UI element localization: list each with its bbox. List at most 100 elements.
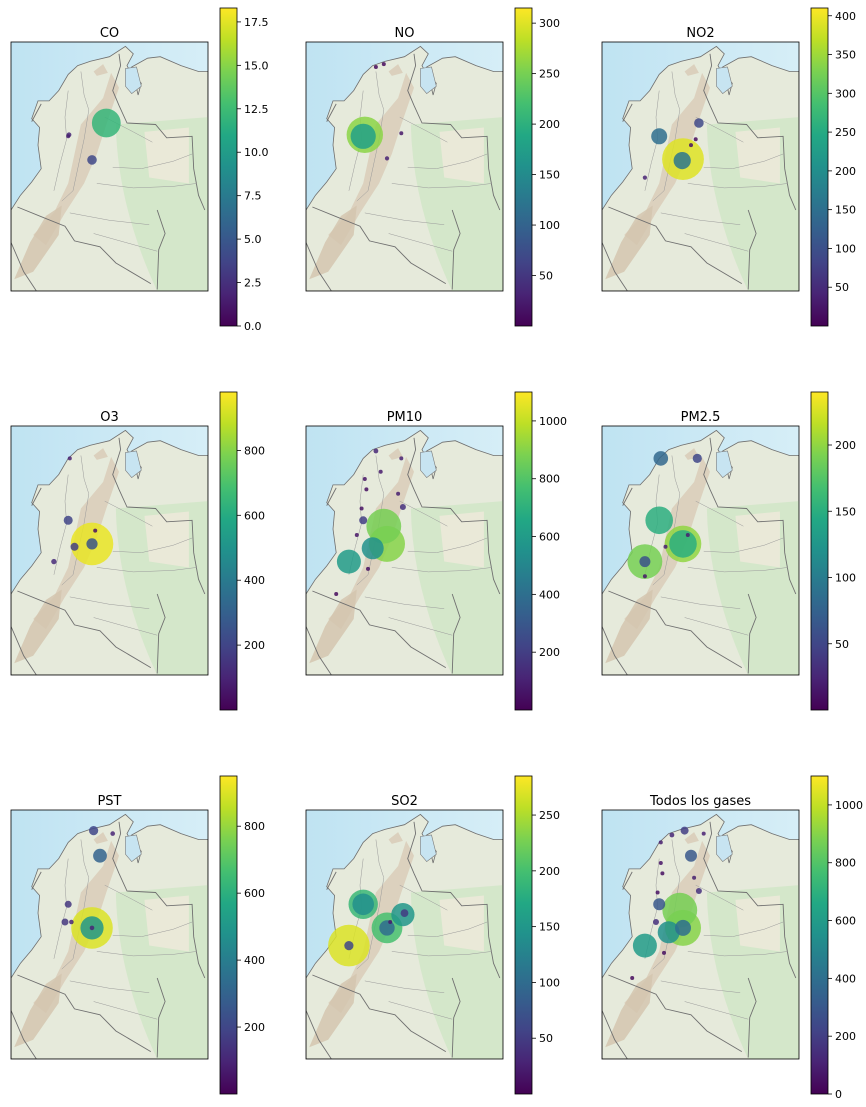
colorbar-tick-label: 400 bbox=[244, 954, 265, 967]
station-marker bbox=[658, 840, 663, 845]
station-marker bbox=[653, 898, 666, 911]
colorbar-tick-label: 100 bbox=[835, 242, 856, 255]
region-line bbox=[660, 596, 741, 609]
country-border bbox=[451, 593, 461, 674]
station-marker bbox=[689, 143, 693, 148]
region-line bbox=[112, 153, 193, 169]
plains bbox=[735, 895, 780, 952]
colorbar-tick-label: 200 bbox=[244, 1021, 265, 1034]
colorbar-tick-label: 17.5 bbox=[244, 16, 269, 29]
colorbar bbox=[514, 775, 533, 1095]
basemap bbox=[602, 810, 799, 1059]
station-marker bbox=[362, 477, 367, 481]
colorbar-tick-label: 100 bbox=[539, 219, 560, 232]
colorbar-tick-label: 150 bbox=[539, 921, 560, 934]
colorbar-tick-label: 400 bbox=[539, 588, 560, 601]
region-line bbox=[112, 537, 193, 553]
lake-maracaibo bbox=[420, 66, 437, 95]
colorbar-tick-label: 400 bbox=[835, 10, 856, 23]
colorbar-tick-label: 150 bbox=[539, 169, 560, 182]
region-line bbox=[407, 921, 488, 937]
region-line bbox=[652, 71, 681, 202]
plains bbox=[735, 511, 780, 568]
region-line bbox=[399, 500, 448, 527]
colorbar-tick-label: 50 bbox=[835, 638, 849, 651]
subplot-title: PST bbox=[97, 794, 121, 809]
country-border bbox=[11, 242, 37, 291]
region-line bbox=[652, 455, 681, 586]
station-marker bbox=[364, 487, 369, 492]
country-border bbox=[112, 437, 206, 595]
station-marker bbox=[663, 544, 668, 549]
country-border bbox=[156, 593, 166, 674]
region-line bbox=[356, 839, 385, 970]
station-marker bbox=[61, 918, 69, 926]
station-marker bbox=[653, 451, 669, 466]
region-line bbox=[112, 921, 193, 937]
station-marker bbox=[396, 491, 401, 496]
region-line bbox=[364, 980, 445, 993]
subplot-so2: SO2 50 100 150 200 250 bbox=[305, 775, 560, 1095]
country-border bbox=[747, 209, 757, 290]
plains bbox=[439, 511, 484, 568]
colorbar-tick-label: 400 bbox=[835, 972, 856, 985]
station-marker bbox=[366, 508, 402, 544]
region-line bbox=[96, 567, 197, 573]
colorbar-tick-label: 200 bbox=[835, 165, 856, 178]
region-line bbox=[684, 617, 749, 636]
station-marker bbox=[662, 950, 666, 955]
colorbar-tick-label: 50 bbox=[539, 270, 553, 283]
region-line bbox=[61, 71, 90, 202]
sierra-nevada bbox=[93, 832, 108, 844]
station-marker bbox=[694, 118, 704, 128]
region-line bbox=[104, 500, 153, 527]
subplot-title: NO2 bbox=[686, 26, 714, 41]
region-line bbox=[407, 537, 488, 553]
station-marker bbox=[399, 504, 406, 510]
region-line bbox=[388, 617, 453, 636]
station-marker bbox=[51, 558, 57, 565]
colorbar-tick-label: 50 bbox=[539, 1032, 553, 1045]
station-marker bbox=[658, 861, 663, 865]
map-frame bbox=[305, 41, 504, 292]
country-border bbox=[622, 103, 633, 122]
station-marker bbox=[66, 134, 71, 139]
country-border bbox=[602, 626, 628, 675]
region-line bbox=[388, 233, 453, 252]
colorbar-tick-label: 800 bbox=[539, 473, 560, 486]
map-frame bbox=[601, 809, 800, 1060]
country-border bbox=[31, 871, 42, 890]
station-marker bbox=[89, 826, 99, 836]
colorbar-tick-label: 800 bbox=[835, 857, 856, 870]
map-frame bbox=[10, 41, 209, 292]
colorbar-tick-label: 0 bbox=[835, 1088, 842, 1101]
region-line bbox=[93, 233, 158, 252]
colorbar-tick-label: 0.0 bbox=[244, 320, 262, 333]
country-border bbox=[306, 242, 332, 291]
station-marker bbox=[632, 933, 657, 958]
plains bbox=[439, 127, 484, 184]
station-marker bbox=[685, 533, 690, 537]
subplot-pm2-5: PM2.5 50 100 150 200 bbox=[601, 391, 856, 711]
colorbar-tick-label: 1000 bbox=[539, 415, 567, 428]
basemap bbox=[11, 426, 208, 675]
colorbar bbox=[219, 775, 238, 1095]
country-border bbox=[112, 53, 206, 211]
region-line bbox=[660, 212, 741, 225]
country-border bbox=[747, 593, 757, 674]
station-marker bbox=[669, 530, 697, 558]
sierra-nevada bbox=[684, 832, 699, 844]
station-marker bbox=[336, 549, 361, 574]
station-marker bbox=[352, 893, 375, 916]
colorbar-tick-label: 15.0 bbox=[244, 59, 269, 72]
region-line bbox=[93, 617, 158, 636]
region-line bbox=[388, 1001, 453, 1020]
station-marker bbox=[373, 65, 378, 69]
colorbar-tick-label: 200 bbox=[539, 646, 560, 659]
sierra-nevada bbox=[388, 448, 403, 460]
country-border bbox=[602, 1010, 628, 1059]
map-frame bbox=[601, 425, 800, 676]
region-line bbox=[61, 455, 90, 586]
country-border bbox=[306, 1010, 332, 1059]
subplot-todos-los-gases: Todos los gases 0 200 400 600 800 1000 bbox=[601, 775, 863, 1101]
